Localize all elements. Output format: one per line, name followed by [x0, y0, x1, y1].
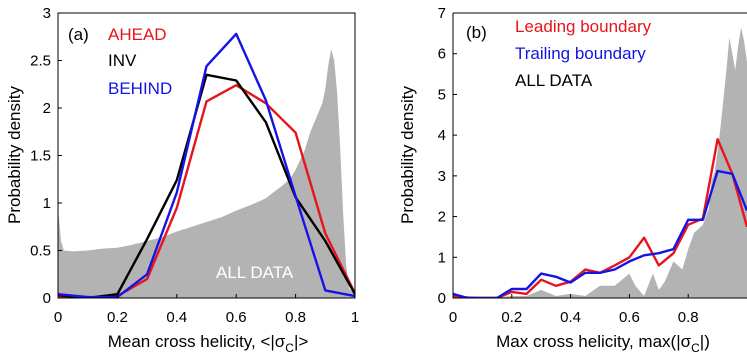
panel-b-xtick-label: 0.2: [501, 309, 522, 326]
panel-b-ylabel: Probability density: [398, 86, 417, 224]
panel-a-ytick-label: 0: [43, 290, 51, 307]
legend-inv: INV: [108, 51, 137, 70]
panel-b-ytick-label: 1: [438, 249, 446, 266]
panel-a-xtick-label: 0.2: [107, 309, 128, 326]
panel-a-series-behind-line: [58, 32, 355, 298]
panel-b-tick-marks: [452, 12, 689, 299]
panel-b: Probability density 0 0.2 0.4 0.6 0.8 0 1 2 3 4 5 6…: [398, 5, 747, 355]
panel-b-ytick-label: 4: [438, 127, 446, 144]
panel-a-xtick-label: 0.8: [285, 309, 306, 326]
panel-a-series-inv-line: [58, 73, 355, 298]
panel-b-ytick-label: 0: [438, 290, 446, 307]
panel-a-label: (a): [68, 25, 89, 44]
legend-all-data: ALL DATA: [515, 71, 593, 90]
legend-ahead: AHEAD: [108, 25, 167, 44]
panel-b-ytick-label: 5: [438, 86, 446, 103]
panel-a: Probability density 0 0.2 0.4 0.6 0.8 1 0 0.5 1 1…: [5, 5, 359, 355]
panel-a-all-data-area: [58, 49, 355, 298]
panel-b-label: (b): [466, 23, 487, 42]
panel-a-xtick-label: 0.6: [226, 309, 247, 326]
panel-a-annotation-all-data: ALL DATA: [216, 263, 294, 282]
panel-b-series-lines: [453, 137, 747, 298]
panel-a-xtick-label: 0.4: [166, 309, 187, 326]
panel-a-ytick-label: 0.5: [30, 243, 51, 260]
panel-b-ytick-label: 2: [438, 209, 446, 226]
panel-a-ylabel: Probability density: [5, 86, 24, 224]
legend-trailing-boundary: Trailing boundary: [515, 44, 646, 63]
panel-b-xtick-label: 0.6: [619, 309, 640, 326]
panel-a-ytick-label: 1: [43, 195, 51, 212]
panel-a-xtick-label: 1: [351, 309, 359, 326]
panel-a-series-lines: [58, 32, 355, 298]
legend-behind: BEHIND: [108, 79, 172, 98]
panel-b-xtick-label: 0.8: [678, 309, 699, 326]
panel-a-ytick-label: 3: [43, 5, 51, 22]
panel-a-ytick-label: 2.5: [30, 53, 51, 70]
panel-b-xlabel: Max cross helicity, max(|σC|): [496, 332, 710, 355]
panel-b-ytick-label: 7: [438, 5, 446, 22]
panel-a-tick-labels: 0 0.2 0.4 0.6 0.8 1 0 0.5 1 1.5 2 2.5 3: [30, 5, 359, 326]
panel-b-xtick-label: 0: [449, 309, 457, 326]
panel-a-xtick-label: 0: [54, 309, 62, 326]
panel-b-ytick-label: 6: [438, 46, 446, 63]
panel-b-xtick-label: 0.4: [560, 309, 581, 326]
legend-leading-boundary: Leading boundary: [515, 17, 652, 36]
panel-a-ytick-label: 2: [43, 100, 51, 117]
panel-a-tick-marks: [57, 12, 356, 299]
panel-a-ytick-label: 1.5: [30, 148, 51, 165]
panel-b-ytick-label: 3: [438, 168, 446, 185]
panel-a-xlabel: Mean cross helicity, <|σC|>: [108, 332, 309, 355]
panel-b-tick-labels: 0 0.2 0.4 0.6 0.8 0 1 2 3 4 5 6 7: [438, 5, 699, 326]
panel-b-series-trailing-boundary-line: [453, 169, 747, 298]
panel-b-all-data-area: [453, 27, 747, 298]
